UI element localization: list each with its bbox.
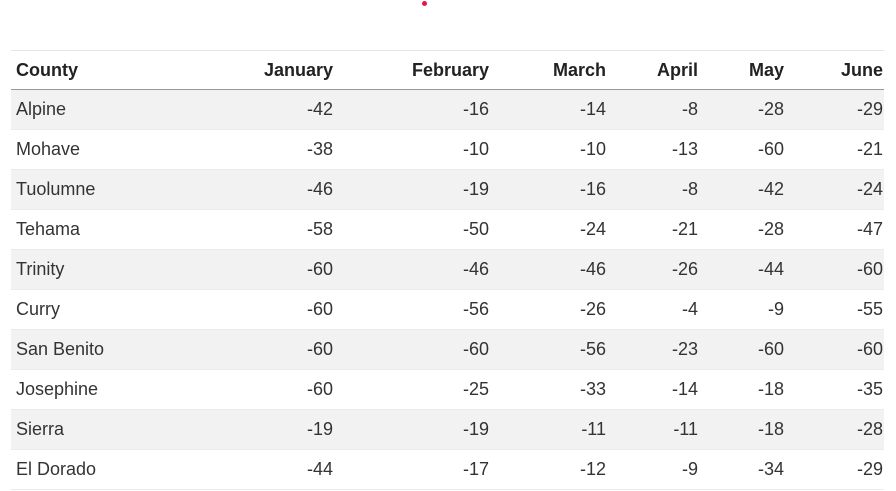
value-cell-january: -44	[191, 449, 334, 490]
county-cell: Curry	[11, 289, 191, 330]
table-row: Sierra -19 -19 -11 -11 -18 -28	[11, 409, 884, 450]
data-table: County January February March April May June A…	[11, 50, 884, 490]
value-cell-may: -34	[699, 449, 785, 490]
value-cell-june: -47	[785, 209, 884, 250]
county-cell: El Dorado	[11, 449, 191, 490]
county-cell: Josephine	[11, 369, 191, 410]
value-cell-april: -21	[607, 209, 699, 250]
table-row: Tuolumne -46 -19 -16 -8 -42 -24	[11, 169, 884, 210]
value-cell-january: -60	[191, 289, 334, 330]
value-cell-june: -55	[785, 289, 884, 330]
value-cell-january: -46	[191, 169, 334, 210]
table-header: County January February March April May June	[11, 50, 884, 90]
table-row: Curry -60 -56 -26 -4 -9 -55	[11, 289, 884, 330]
table-row: El Dorado -44 -17 -12 -9 -34 -29	[11, 449, 884, 490]
table-row: Trinity -60 -46 -46 -26 -44 -60	[11, 249, 884, 290]
value-cell-january: -58	[191, 209, 334, 250]
data-table-container: County January February March April May June A…	[11, 50, 884, 490]
value-cell-february: -17	[334, 449, 490, 490]
accent-dot	[422, 1, 427, 6]
value-cell-march: -46	[490, 249, 607, 290]
county-cell: Trinity	[11, 249, 191, 290]
value-cell-april: -8	[607, 89, 699, 130]
value-cell-march: -12	[490, 449, 607, 490]
value-cell-june: -60	[785, 249, 884, 290]
value-cell-may: -42	[699, 169, 785, 210]
table-row: Alpine -42 -16 -14 -8 -28 -29	[11, 89, 884, 130]
value-cell-march: -16	[490, 169, 607, 210]
value-cell-june: -28	[785, 409, 884, 450]
county-cell: San Benito	[11, 329, 191, 370]
value-cell-may: -18	[699, 409, 785, 450]
value-cell-february: -16	[334, 89, 490, 130]
value-cell-february: -50	[334, 209, 490, 250]
column-header-april: April	[607, 50, 699, 90]
county-cell: Mohave	[11, 129, 191, 170]
value-cell-june: -24	[785, 169, 884, 210]
table-row: Josephine -60 -25 -33 -14 -18 -35	[11, 369, 884, 410]
value-cell-january: -19	[191, 409, 334, 450]
value-cell-june: -21	[785, 129, 884, 170]
value-cell-april: -26	[607, 249, 699, 290]
value-cell-march: -11	[490, 409, 607, 450]
value-cell-april: -9	[607, 449, 699, 490]
value-cell-april: -8	[607, 169, 699, 210]
value-cell-february: -60	[334, 329, 490, 370]
value-cell-february: -56	[334, 289, 490, 330]
column-header-may: May	[699, 50, 785, 90]
column-header-january: January	[191, 50, 334, 90]
table-row: Mohave -38 -10 -10 -13 -60 -21	[11, 129, 884, 170]
value-cell-january: -60	[191, 249, 334, 290]
value-cell-may: -18	[699, 369, 785, 410]
value-cell-march: -24	[490, 209, 607, 250]
value-cell-may: -60	[699, 129, 785, 170]
value-cell-april: -14	[607, 369, 699, 410]
value-cell-june: -60	[785, 329, 884, 370]
value-cell-january: -60	[191, 369, 334, 410]
value-cell-january: -38	[191, 129, 334, 170]
table-row: San Benito -60 -60 -56 -23 -60 -60	[11, 329, 884, 370]
value-cell-april: -4	[607, 289, 699, 330]
value-cell-february: -19	[334, 169, 490, 210]
value-cell-may: -44	[699, 249, 785, 290]
column-header-county: County	[11, 50, 191, 90]
value-cell-april: -13	[607, 129, 699, 170]
county-cell: Sierra	[11, 409, 191, 450]
value-cell-june: -35	[785, 369, 884, 410]
value-cell-february: -25	[334, 369, 490, 410]
table-body: Alpine -42 -16 -14 -8 -28 -29 Mohave -38 -10 -10 -1…	[11, 89, 884, 490]
header-row: County January February March April May June	[11, 50, 884, 90]
value-cell-march: -33	[490, 369, 607, 410]
value-cell-january: -60	[191, 329, 334, 370]
value-cell-april: -23	[607, 329, 699, 370]
column-header-march: March	[490, 50, 607, 90]
value-cell-march: -14	[490, 89, 607, 130]
value-cell-may: -28	[699, 209, 785, 250]
value-cell-march: -56	[490, 329, 607, 370]
value-cell-may: -9	[699, 289, 785, 330]
table-row: Tehama -58 -50 -24 -21 -28 -47	[11, 209, 884, 250]
column-header-february: February	[334, 50, 490, 90]
value-cell-may: -60	[699, 329, 785, 370]
value-cell-june: -29	[785, 449, 884, 490]
county-cell: Alpine	[11, 89, 191, 130]
value-cell-may: -28	[699, 89, 785, 130]
value-cell-april: -11	[607, 409, 699, 450]
value-cell-january: -42	[191, 89, 334, 130]
value-cell-march: -10	[490, 129, 607, 170]
value-cell-june: -29	[785, 89, 884, 130]
column-header-june: June	[785, 50, 884, 90]
county-cell: Tuolumne	[11, 169, 191, 210]
value-cell-february: -46	[334, 249, 490, 290]
county-cell: Tehama	[11, 209, 191, 250]
value-cell-february: -19	[334, 409, 490, 450]
value-cell-march: -26	[490, 289, 607, 330]
value-cell-february: -10	[334, 129, 490, 170]
